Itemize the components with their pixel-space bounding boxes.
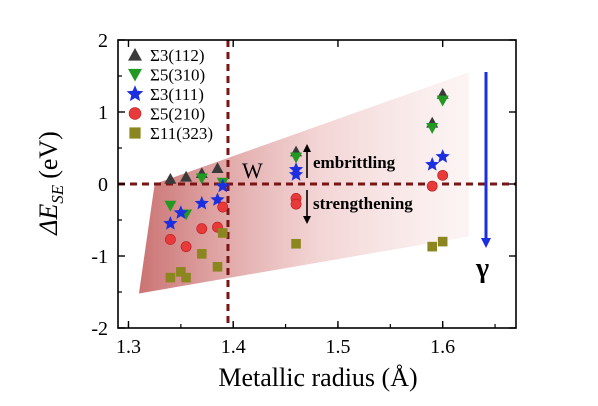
data-point xyxy=(288,162,304,176)
data-point xyxy=(436,95,449,107)
legend-label: Σ3(111) xyxy=(150,85,204,104)
data-point xyxy=(180,170,193,182)
data-point xyxy=(290,198,302,210)
data-point xyxy=(425,157,440,171)
w-label: W xyxy=(242,158,263,183)
y-label-unit: (eV) xyxy=(34,131,63,179)
data-point xyxy=(164,200,177,212)
y-axis-label: ΔESE (eV) xyxy=(34,131,67,236)
data-point xyxy=(163,216,178,230)
legend: Σ3(112)Σ5(310)Σ3(111)Σ5(210)Σ11(323) xyxy=(126,46,213,143)
data-point xyxy=(211,162,224,173)
data-point xyxy=(427,241,438,252)
legend-label: Σ3(112) xyxy=(150,46,205,65)
gamma-label: γ xyxy=(475,253,489,284)
svg-text:ΔESE(eV): ΔESE (eV) xyxy=(34,131,67,236)
data-point xyxy=(217,228,228,238)
x-tick-label: 1.4 xyxy=(221,336,246,358)
legend-marker xyxy=(128,107,142,120)
series-3 xyxy=(164,169,449,253)
data-point xyxy=(290,152,303,164)
data-points xyxy=(163,88,450,283)
data-point xyxy=(435,149,450,163)
data-point xyxy=(194,195,209,210)
axis-ticks: 1.3 1.4 1.5 1.6 -2 -1 0 1 2 xyxy=(91,30,516,358)
data-point xyxy=(165,272,176,283)
data-point xyxy=(291,238,301,249)
legend-marker xyxy=(129,127,141,139)
data-point xyxy=(164,172,177,184)
data-point xyxy=(437,169,449,181)
data-point xyxy=(288,167,304,181)
series-2 xyxy=(163,149,450,230)
data-point xyxy=(164,234,176,245)
x-axis-label: Metallic radius (Å) xyxy=(218,363,417,392)
data-point xyxy=(217,201,229,213)
x-tick-label: 1.3 xyxy=(116,336,141,358)
y-tick-label: 2 xyxy=(98,30,108,52)
data-point xyxy=(181,272,191,283)
data-point xyxy=(176,267,186,277)
series-4 xyxy=(165,228,448,283)
legend-marker xyxy=(128,48,142,61)
strengthening-label: strengthening xyxy=(313,194,413,213)
y-tick-label: 1 xyxy=(98,102,108,124)
x-tick-label: 1.6 xyxy=(430,336,455,358)
data-point xyxy=(173,205,188,219)
data-point xyxy=(196,249,207,259)
data-point xyxy=(212,262,223,272)
x-tick-label: 1.5 xyxy=(325,336,350,358)
data-point xyxy=(426,180,438,192)
y-tick-label: -2 xyxy=(91,318,108,340)
data-point xyxy=(196,223,208,235)
data-point xyxy=(426,123,439,134)
embrittling-label: embrittling xyxy=(313,153,396,172)
data-point xyxy=(195,173,208,185)
legend-label: Σ11(323) xyxy=(150,124,213,143)
legend-label: Σ5(210) xyxy=(150,105,205,124)
data-point xyxy=(437,236,448,247)
y-tick-label: 0 xyxy=(98,174,108,196)
data-point xyxy=(215,178,230,193)
data-point xyxy=(180,241,192,253)
y-tick-label: -1 xyxy=(91,246,108,268)
y-label-main: ΔE xyxy=(34,204,63,236)
legend-marker xyxy=(128,68,142,82)
legend-marker xyxy=(126,85,144,102)
legend-label: Σ5(310) xyxy=(150,66,205,85)
y-label-subscript: SE xyxy=(48,184,67,204)
